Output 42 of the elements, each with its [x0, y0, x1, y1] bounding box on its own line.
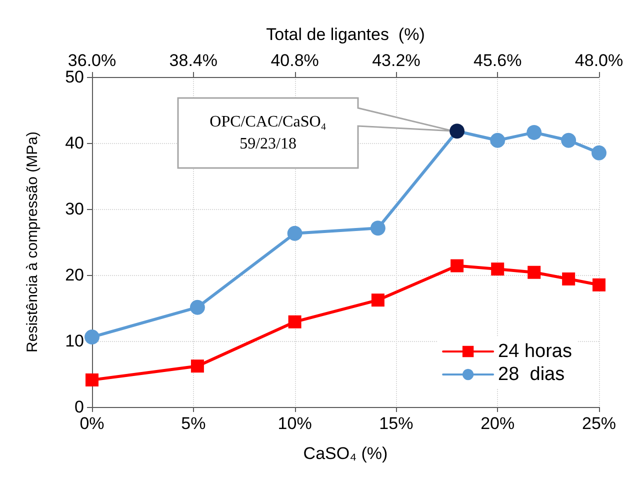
- y-axis-title: Resistência à compressão (MPa): [24, 132, 41, 352]
- point: [371, 294, 384, 307]
- y-tick-label: 50: [65, 68, 84, 86]
- point: [592, 278, 606, 292]
- point: [562, 272, 576, 286]
- x2-tick-label: 36.0%: [68, 51, 116, 70]
- y-tick-label: 30: [65, 200, 84, 218]
- y-tick-label: 40: [65, 134, 84, 152]
- y-tick-label: 0: [74, 398, 84, 416]
- point: [491, 262, 504, 276]
- point: [450, 124, 465, 139]
- point: [190, 300, 205, 315]
- point: [287, 226, 302, 241]
- point: [84, 330, 100, 345]
- x2-axis-title: Total de ligantes (%): [266, 25, 425, 44]
- annotation: OPC/CAC/CaSO₄ 59/23/18: [210, 114, 327, 152]
- x2-tick-label: 38.4%: [169, 51, 218, 70]
- x2-tick-label: 40.8%: [270, 51, 319, 70]
- y-tick-label: 10: [65, 332, 84, 350]
- x-tick-label: 15%: [379, 414, 414, 433]
- x-tick-label: 10%: [278, 414, 312, 433]
- legend-label: 28 dias: [498, 364, 565, 385]
- x-tick-label: 20%: [480, 414, 515, 433]
- point: [86, 373, 98, 386]
- point: [288, 315, 302, 328]
- y-tick-label: 20: [65, 266, 84, 284]
- point: [370, 220, 386, 236]
- point: [592, 145, 606, 160]
- x-tick-label: 25%: [582, 414, 616, 433]
- point: [526, 124, 542, 140]
- x-tick-label: 0%: [80, 414, 104, 433]
- x-axis-title: CaSO₄ (%): [303, 444, 388, 463]
- point: [190, 360, 204, 373]
- x-tick-label: 5%: [181, 414, 206, 433]
- point: [528, 266, 541, 279]
- x2-tick-label: 43.2%: [372, 51, 420, 70]
- x2-tick-label: 45.6%: [474, 51, 522, 70]
- x2-tick-label: 48.0%: [574, 51, 624, 70]
- point: [490, 132, 506, 148]
- point: [561, 132, 576, 148]
- point: [450, 259, 464, 272]
- legend-label: 24 horas: [498, 341, 572, 362]
